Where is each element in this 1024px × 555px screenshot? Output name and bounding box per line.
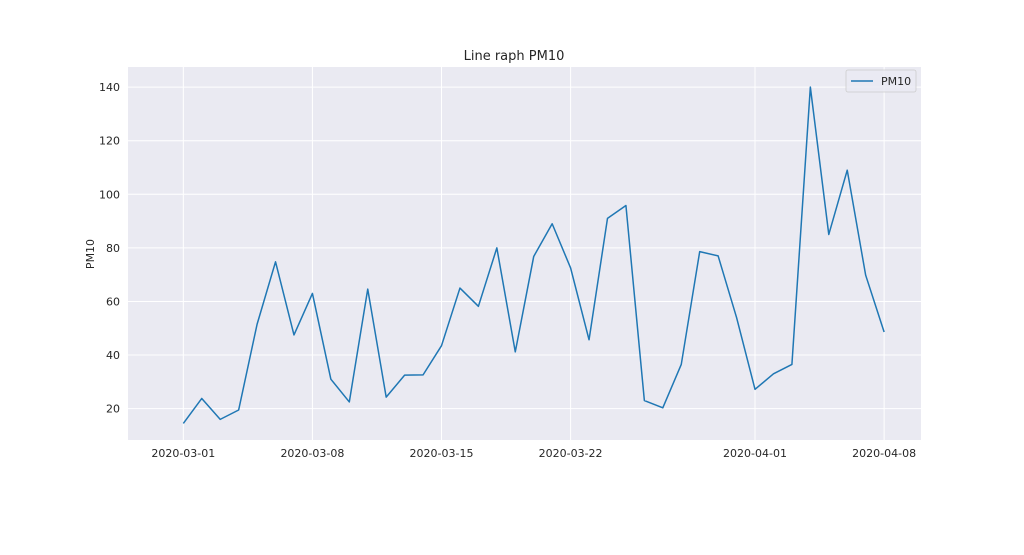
data-point-2020-03-25 (624, 204, 627, 207)
y-tick-label: 120 (99, 135, 120, 148)
data-point-2020-04-05 (827, 233, 830, 236)
data-point-2020-03-17 (477, 305, 480, 308)
data-point-2020-04-02 (772, 372, 775, 375)
data-point-2020-04-01 (754, 388, 757, 391)
data-point-2020-03-09 (329, 378, 332, 381)
data-point-2020-03-12 (385, 396, 388, 399)
data-point-2020-04-08 (883, 331, 886, 334)
x-tick-label: 2020-03-08 (280, 447, 344, 460)
data-point-2020-03-16 (458, 287, 461, 290)
plot-area (128, 67, 921, 440)
data-point-2020-03-11 (366, 288, 369, 291)
data-point-2020-03-15 (440, 344, 443, 347)
y-tick-label: 20 (106, 403, 120, 416)
data-point-2020-03-24 (606, 217, 609, 220)
x-tick-label: 2020-03-01 (151, 447, 215, 460)
data-point-2020-03-14 (422, 373, 425, 376)
data-point-2020-03-20 (532, 255, 535, 258)
data-point-2020-03-05 (256, 323, 259, 326)
data-point-2020-03-01 (182, 422, 185, 425)
y-tick-label: 100 (99, 188, 120, 201)
x-tick-label: 2020-04-01 (723, 447, 787, 460)
data-point-2020-03-08 (311, 292, 314, 295)
data-point-2020-04-04 (809, 86, 812, 89)
data-point-2020-03-10 (348, 400, 351, 403)
data-point-2020-03-31 (735, 316, 738, 319)
data-point-2020-03-30 (717, 254, 720, 257)
y-tick-label: 40 (106, 349, 120, 362)
data-point-2020-03-02 (200, 397, 203, 400)
legend-label-pm10: PM10 (881, 75, 911, 88)
data-point-2020-03-22 (569, 266, 572, 269)
data-point-2020-03-04 (237, 408, 240, 411)
y-tick-label: 80 (106, 242, 120, 255)
data-point-2020-03-28 (680, 363, 683, 366)
x-tick-label: 2020-04-08 (852, 447, 916, 460)
data-point-2020-04-03 (790, 363, 793, 366)
data-point-2020-03-18 (495, 246, 498, 249)
data-point-2020-03-23 (588, 338, 591, 341)
y-tick-label: 140 (99, 81, 120, 94)
y-tick-label: 60 (106, 295, 120, 308)
x-tick-label: 2020-03-22 (539, 447, 603, 460)
legend: PM10 (845, 69, 917, 93)
y-axis-label: PM10 (84, 239, 97, 269)
data-point-2020-03-21 (551, 222, 554, 225)
data-point-2020-03-06 (274, 260, 277, 263)
axis-ticks: 20 40 60 80 100 120 140 2020-03-01 2020-03-08 202… (99, 81, 916, 460)
data-point-2020-03-07 (292, 333, 295, 336)
grid-lines (128, 67, 921, 440)
data-point-2020-04-06 (846, 169, 849, 172)
data-point-2020-03-03 (219, 418, 222, 421)
data-point-2020-04-07 (864, 274, 867, 277)
data-point-2020-03-29 (698, 250, 701, 253)
legend-box (845, 69, 917, 93)
data-point-2020-03-19 (514, 350, 517, 353)
series-line-pm10 (182, 86, 885, 424)
chart-title: Line raph PM10 (464, 49, 565, 64)
data-point-2020-03-26 (643, 399, 646, 402)
data-point-2020-03-13 (403, 374, 406, 377)
data-point-2020-03-27 (661, 406, 664, 409)
x-tick-label: 2020-03-15 (410, 447, 474, 460)
